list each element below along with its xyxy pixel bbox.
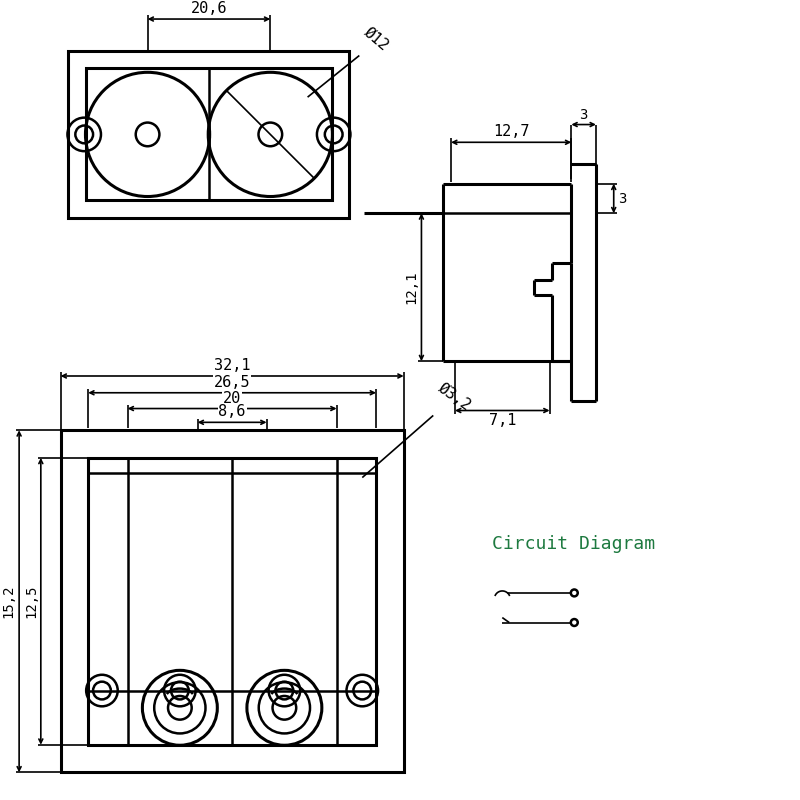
Bar [88,458,376,745]
Text: 12,1: 12,1 [405,270,418,304]
Text: 12,7: 12,7 [493,124,530,139]
Text: 15,2: 15,2 [1,585,15,618]
Bar [61,430,404,772]
Text: 8,6: 8,6 [218,404,246,419]
Text: 3: 3 [579,107,588,122]
Text: 32,1: 32,1 [214,358,250,373]
Text: 3: 3 [618,191,626,206]
Text: 20: 20 [223,390,242,406]
Bar [69,50,350,218]
Text: Ø3,2: Ø3,2 [435,380,474,414]
Text: 12,5: 12,5 [24,585,38,618]
Text: 26,5: 26,5 [214,374,250,390]
Text: 20,6: 20,6 [190,1,227,16]
Bar [86,68,332,201]
Text: Circuit Diagram: Circuit Diagram [493,534,655,553]
Text: Ø12: Ø12 [362,25,392,54]
Text: 7,1: 7,1 [489,414,516,429]
